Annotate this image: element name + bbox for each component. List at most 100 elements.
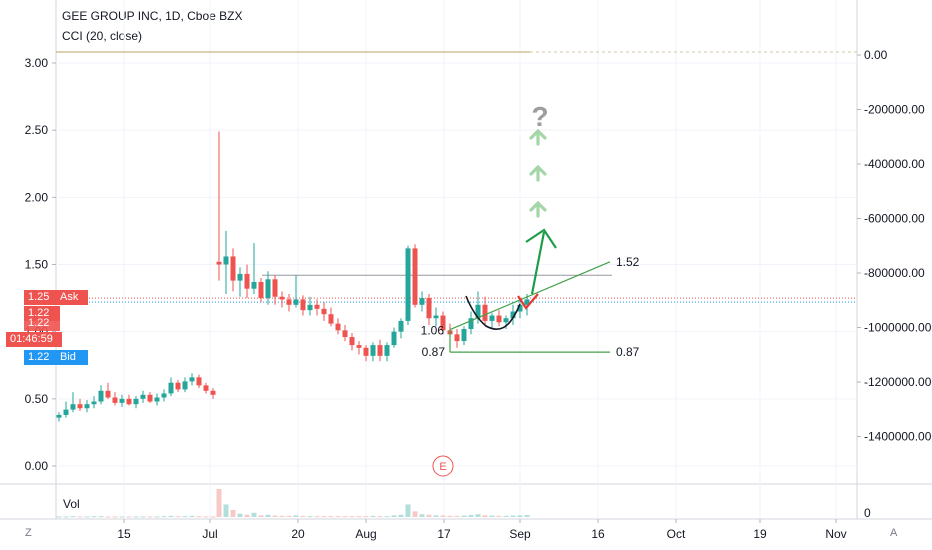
timezone-toggle[interactable]: Z xyxy=(25,527,32,539)
last-price-label-2: 1.22 xyxy=(24,316,60,331)
right-tick-label: -400000.00 xyxy=(864,157,925,171)
candle-body xyxy=(496,315,502,323)
volume-bar xyxy=(84,516,90,518)
volume-bar xyxy=(98,516,104,518)
right-tick-label: -1200000.00 xyxy=(864,375,932,389)
volume-bar xyxy=(196,516,202,518)
cup-drawing xyxy=(465,295,521,330)
y-tick-label: 3.00 xyxy=(25,56,49,70)
candle-body xyxy=(84,404,90,409)
candle-body xyxy=(119,398,125,403)
volume-bar xyxy=(286,515,292,517)
candle-body xyxy=(377,345,383,356)
candle-body xyxy=(154,397,160,402)
symbol-title[interactable]: GEE GROUP INC, 1D, Cboe BZX xyxy=(62,9,243,23)
candle-body xyxy=(370,345,376,356)
volume-bar xyxy=(426,514,432,517)
candle-body xyxy=(168,382,174,394)
candle-body xyxy=(105,390,111,398)
volume-bar xyxy=(468,515,474,517)
candle-body xyxy=(216,261,222,265)
right-tick-label: -800000.00 xyxy=(864,266,925,280)
volume-bar xyxy=(223,504,229,517)
candle-body xyxy=(203,385,209,391)
volume-bar xyxy=(91,516,97,518)
volume-bar xyxy=(293,515,299,517)
volume-bar xyxy=(168,515,174,517)
volume-bar xyxy=(133,516,139,518)
volume-bar xyxy=(440,515,446,517)
x-tick-label: 19 xyxy=(753,527,767,541)
auto-scale-toggle[interactable]: A xyxy=(890,527,898,539)
y-tick-label: 2.50 xyxy=(25,123,49,137)
volume-bar xyxy=(391,515,397,517)
x-tick-label: 17 xyxy=(437,527,451,541)
volume-bar xyxy=(419,514,425,517)
volume-bar xyxy=(496,515,502,517)
candle-body xyxy=(384,345,390,356)
volume-tick-label: 0 xyxy=(864,506,871,520)
volume-bar xyxy=(328,516,334,518)
x-tick-label: 20 xyxy=(291,527,305,541)
breakout-arrow-shaft xyxy=(530,231,546,295)
candle-body xyxy=(454,334,460,342)
volume-bar xyxy=(503,515,509,517)
red-check-mark xyxy=(517,293,539,310)
candle-body xyxy=(412,248,418,305)
volume-bar xyxy=(482,515,488,517)
volume-bar xyxy=(251,512,257,517)
x-tick-label: Aug xyxy=(355,527,376,541)
level-label-087-right: 0.87 xyxy=(616,345,640,359)
volume-bar xyxy=(265,514,271,517)
volume-bar xyxy=(161,516,167,518)
volume-bar xyxy=(489,515,495,517)
candle-body xyxy=(189,377,195,382)
volume-bar xyxy=(230,510,236,517)
bid-price-label: 1.22 xyxy=(24,350,60,365)
volume-bar xyxy=(105,516,111,518)
candle-body xyxy=(391,331,397,346)
trendline-152 xyxy=(449,261,611,331)
candle-body xyxy=(440,315,446,331)
bar-countdown: 01:46:59 xyxy=(6,332,62,347)
volume-bar xyxy=(216,489,222,517)
candle-body xyxy=(112,397,118,403)
indicator-title[interactable]: CCI (20, close) xyxy=(62,29,143,43)
volume-bar xyxy=(335,516,341,518)
candle-body xyxy=(98,390,104,402)
candle-body xyxy=(342,330,348,338)
y-tick-label: 2.00 xyxy=(25,190,49,204)
y-tick-label: 0.50 xyxy=(25,392,49,406)
volume-bar xyxy=(175,516,181,518)
candle-body xyxy=(161,393,167,398)
candle-body xyxy=(335,323,341,331)
volume-bar xyxy=(307,516,313,518)
volume-bar xyxy=(77,516,83,518)
volume-bar xyxy=(314,516,320,518)
candle-body xyxy=(426,298,432,319)
candle-body xyxy=(503,318,509,323)
volume-bar xyxy=(279,515,285,517)
volume-bar xyxy=(454,515,460,517)
candle-body xyxy=(321,308,327,315)
breakout-arrow-head xyxy=(525,228,557,249)
candle-body xyxy=(140,394,146,399)
candle-body xyxy=(147,394,153,402)
candle-body xyxy=(133,398,139,405)
candle-body xyxy=(56,414,62,418)
ask-price-label: 1.25 xyxy=(24,290,60,305)
volume-bar xyxy=(244,514,250,517)
right-tick-label: 0.00 xyxy=(864,48,888,62)
volume-bar xyxy=(210,516,216,518)
level-label-106: 1.06 xyxy=(421,324,445,338)
candle-body xyxy=(279,296,285,300)
volume-bar xyxy=(461,515,467,517)
candle-body xyxy=(244,273,250,289)
candle-body xyxy=(482,304,488,321)
candle-body xyxy=(468,318,474,329)
candle-body xyxy=(251,281,257,289)
volume-bar xyxy=(154,516,160,518)
candle-body xyxy=(175,382,181,390)
right-tick-label: -600000.00 xyxy=(864,212,925,226)
